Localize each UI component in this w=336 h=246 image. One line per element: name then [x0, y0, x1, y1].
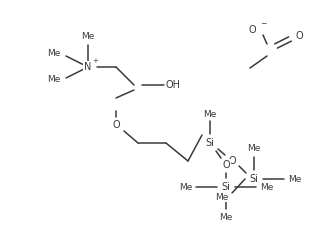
Text: Me: Me: [48, 49, 61, 59]
Text: Me: Me: [288, 174, 301, 184]
Text: Me: Me: [260, 183, 274, 191]
Text: Si: Si: [206, 138, 214, 148]
Text: Me: Me: [247, 144, 261, 153]
Text: N: N: [84, 62, 92, 72]
Text: O: O: [296, 31, 304, 41]
Text: +: +: [92, 58, 98, 64]
Text: Me: Me: [179, 183, 192, 191]
Text: O: O: [248, 25, 256, 35]
Text: Me: Me: [81, 32, 95, 41]
Text: Me: Me: [215, 193, 228, 201]
Text: O: O: [228, 156, 236, 166]
Text: −: −: [260, 19, 266, 29]
Text: Me: Me: [48, 76, 61, 84]
Text: Me: Me: [219, 213, 233, 222]
Text: O: O: [222, 160, 230, 170]
Text: Me: Me: [203, 110, 217, 119]
Text: Si: Si: [221, 182, 230, 192]
Text: OH: OH: [166, 80, 181, 90]
Text: O: O: [112, 120, 120, 130]
Text: Si: Si: [250, 174, 258, 184]
